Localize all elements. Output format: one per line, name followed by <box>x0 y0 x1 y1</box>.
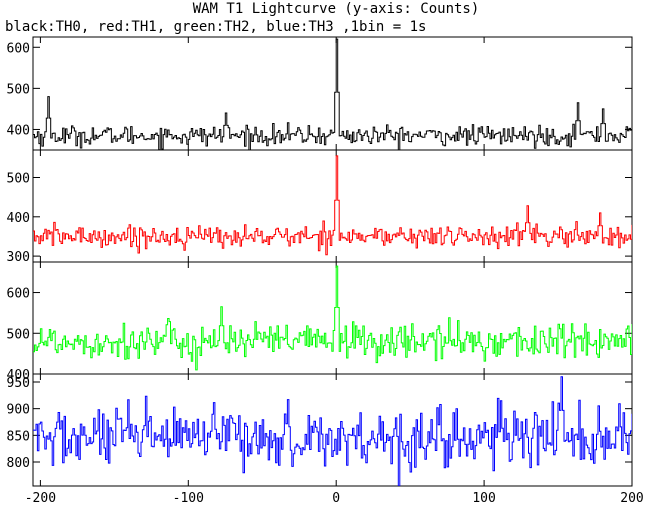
chart-subtitle: black:TH0, red:TH1, green:TH2, blue:TH3 … <box>5 19 426 35</box>
panel-frame-th1 <box>32 149 633 263</box>
ytick-label-th1: 300 <box>7 250 30 265</box>
ytick-label-th3: 950 <box>7 376 30 391</box>
series-line-th1 <box>33 155 632 256</box>
ytick-label-th1: 500 <box>7 172 30 187</box>
ytick-label-th0: 600 <box>7 41 30 56</box>
xtick-label: -100 <box>173 491 204 505</box>
series-line-th2 <box>33 265 632 371</box>
series-line-th3 <box>33 376 632 486</box>
xtick-label: 100 <box>472 491 495 505</box>
ytick-label-th0: 400 <box>7 123 30 138</box>
ytick-label-th3: 800 <box>7 456 30 471</box>
xtick-label: 200 <box>620 491 643 505</box>
ytick-label-th1: 400 <box>7 211 30 226</box>
chart-title: WAM T1 Lightcurve (y-axis: Counts) <box>193 1 480 17</box>
ytick-label-th2: 400 <box>7 368 30 383</box>
panel-frame-th2 <box>32 261 633 375</box>
series-line-th0 <box>33 38 632 150</box>
ytick-label-th0: 500 <box>7 82 30 97</box>
ytick-label-th2: 600 <box>7 287 30 302</box>
ytick-label-th3: 850 <box>7 429 30 444</box>
ytick-label-th3: 900 <box>7 403 30 418</box>
xtick-label: 0 <box>332 491 340 505</box>
xtick-label: -200 <box>25 491 56 505</box>
ytick-label-th2: 500 <box>7 327 30 342</box>
